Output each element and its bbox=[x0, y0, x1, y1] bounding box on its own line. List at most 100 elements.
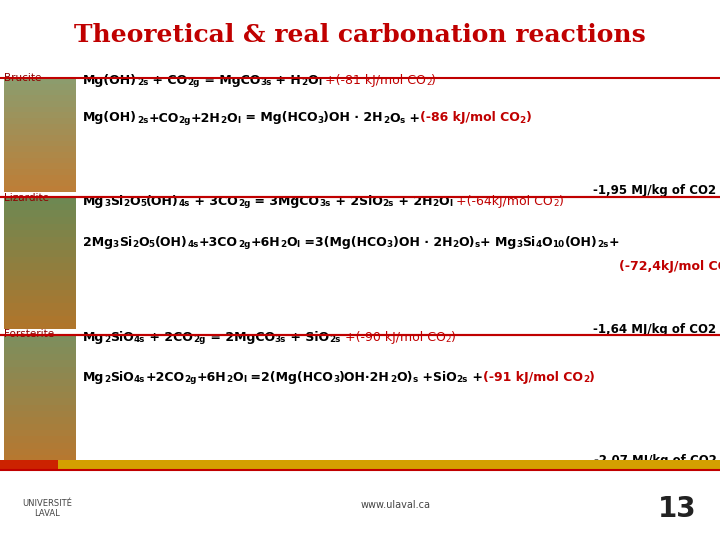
Text: 2: 2 bbox=[583, 375, 589, 384]
Text: +: + bbox=[468, 370, 483, 384]
Text: + CO: + CO bbox=[148, 73, 187, 87]
Bar bbox=[4, 217, 76, 224]
Text: 5: 5 bbox=[149, 240, 155, 249]
Bar bbox=[4, 118, 76, 124]
Bar bbox=[4, 283, 76, 289]
Text: +CO: +CO bbox=[148, 111, 179, 125]
Text: 2: 2 bbox=[433, 199, 438, 208]
Text: 13: 13 bbox=[657, 495, 696, 523]
Text: 2s: 2s bbox=[137, 78, 148, 87]
Text: + 3CO: + 3CO bbox=[190, 195, 238, 208]
Text: 3: 3 bbox=[333, 375, 339, 384]
Text: ): ) bbox=[589, 370, 595, 384]
Text: Si: Si bbox=[523, 235, 536, 249]
Text: 2: 2 bbox=[452, 240, 459, 249]
Bar bbox=[4, 360, 76, 367]
Bar bbox=[4, 373, 76, 379]
Bar bbox=[4, 135, 76, 140]
Text: 2s: 2s bbox=[382, 199, 394, 208]
Text: 3s: 3s bbox=[274, 335, 286, 345]
Text: 2g: 2g bbox=[238, 199, 251, 208]
Text: +6H: +6H bbox=[197, 370, 226, 384]
Text: +: + bbox=[405, 111, 420, 125]
Text: 2s: 2s bbox=[456, 375, 468, 384]
Bar bbox=[4, 404, 76, 411]
Bar bbox=[4, 367, 76, 373]
Text: + 2CO: + 2CO bbox=[145, 331, 193, 345]
Text: 2: 2 bbox=[220, 116, 227, 125]
Bar bbox=[4, 335, 76, 462]
Bar bbox=[4, 341, 76, 348]
Text: =2(Mg(HCO: =2(Mg(HCO bbox=[246, 370, 333, 384]
Bar bbox=[4, 112, 76, 118]
Bar bbox=[4, 256, 76, 263]
Text: 3: 3 bbox=[113, 240, 119, 249]
Text: (OH): (OH) bbox=[564, 235, 597, 249]
Text: 2s: 2s bbox=[137, 116, 148, 125]
Bar bbox=[4, 386, 76, 392]
Bar bbox=[4, 130, 76, 135]
Text: 3: 3 bbox=[318, 116, 323, 125]
Text: + 2SiO: + 2SiO bbox=[330, 195, 382, 208]
Bar bbox=[4, 309, 76, 316]
Text: 2: 2 bbox=[301, 78, 307, 87]
Text: 3s: 3s bbox=[319, 199, 330, 208]
Text: 10: 10 bbox=[552, 240, 564, 249]
Text: 2Mg: 2Mg bbox=[83, 235, 113, 249]
Text: 2: 2 bbox=[104, 375, 110, 384]
Bar bbox=[4, 323, 76, 329]
Bar bbox=[4, 443, 76, 449]
Text: 2g: 2g bbox=[179, 116, 191, 125]
Text: -2,07 MJ/kg of CO2: -2,07 MJ/kg of CO2 bbox=[593, 454, 716, 467]
Text: 3: 3 bbox=[387, 240, 392, 249]
Text: 2g: 2g bbox=[184, 375, 197, 384]
Bar bbox=[4, 379, 76, 386]
Bar bbox=[4, 84, 76, 90]
Bar bbox=[4, 430, 76, 436]
Text: 4s: 4s bbox=[187, 240, 199, 249]
Bar bbox=[4, 78, 76, 192]
Text: 2g: 2g bbox=[187, 78, 199, 87]
Text: 2: 2 bbox=[132, 240, 138, 249]
Text: = Mg(HCO: = Mg(HCO bbox=[240, 111, 318, 125]
Text: +(-64kJ/mol CO: +(-64kJ/mol CO bbox=[452, 195, 553, 208]
Text: = 3MgCO: = 3MgCO bbox=[251, 195, 319, 208]
Bar bbox=[4, 348, 76, 354]
Bar bbox=[4, 210, 76, 217]
Text: (-91 kJ/mol CO: (-91 kJ/mol CO bbox=[483, 370, 583, 384]
Text: 3: 3 bbox=[516, 240, 523, 249]
Bar bbox=[4, 263, 76, 270]
Text: Theoretical & real carbonation reactions: Theoretical & real carbonation reactions bbox=[74, 23, 646, 47]
Text: + SiO: + SiO bbox=[286, 331, 329, 345]
Bar bbox=[4, 335, 76, 341]
Bar bbox=[4, 423, 76, 430]
Text: O: O bbox=[227, 111, 238, 125]
Text: Mg: Mg bbox=[83, 331, 104, 345]
Text: O): O) bbox=[396, 370, 413, 384]
Text: O: O bbox=[138, 235, 149, 249]
Text: Brucite: Brucite bbox=[4, 73, 41, 83]
Text: UNIVERSITÉ
LAVAL: UNIVERSITÉ LAVAL bbox=[22, 499, 72, 518]
Bar bbox=[4, 107, 76, 112]
Bar bbox=[4, 152, 76, 158]
Text: )OH · 2H: )OH · 2H bbox=[392, 235, 452, 249]
Text: Mg(OH): Mg(OH) bbox=[83, 73, 137, 87]
Text: s: s bbox=[413, 375, 418, 384]
Text: ): ) bbox=[526, 111, 531, 125]
Bar bbox=[4, 158, 76, 163]
Text: 4: 4 bbox=[536, 240, 541, 249]
Text: 4s: 4s bbox=[179, 199, 190, 208]
Text: O): O) bbox=[459, 235, 474, 249]
Bar bbox=[4, 449, 76, 455]
Text: Si: Si bbox=[110, 195, 123, 208]
Bar bbox=[4, 270, 76, 276]
Text: Mg: Mg bbox=[83, 370, 104, 384]
Text: ): ) bbox=[559, 195, 564, 208]
Bar bbox=[4, 354, 76, 360]
Text: s: s bbox=[474, 240, 480, 249]
Bar bbox=[4, 436, 76, 443]
Text: ): ) bbox=[451, 331, 456, 345]
Bar bbox=[4, 237, 76, 244]
Bar bbox=[0, 460, 58, 470]
Text: 2s: 2s bbox=[597, 240, 608, 249]
